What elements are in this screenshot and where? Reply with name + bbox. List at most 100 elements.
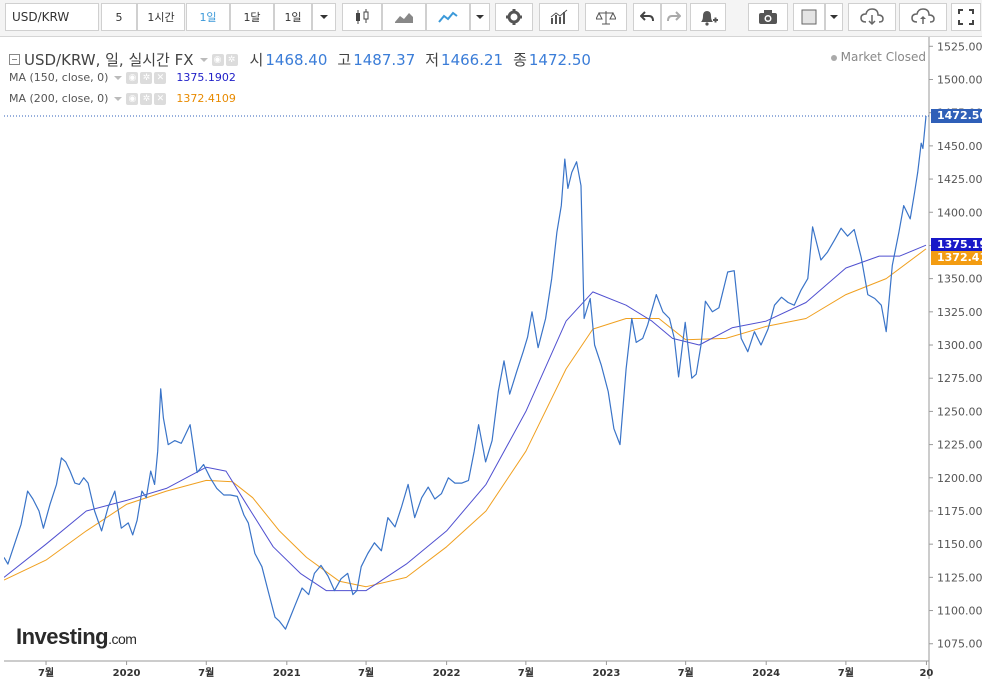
candlestick-chart-button[interactable] <box>342 3 382 31</box>
eye-icon[interactable]: ◉ <box>126 71 139 84</box>
scale-balance-icon <box>596 11 616 25</box>
chevron-down-icon <box>830 15 838 19</box>
compare-button[interactable] <box>585 3 627 31</box>
ma200-label: MA (200, close, 0) <box>9 92 109 105</box>
y-tick-label: 1150.00 <box>937 538 982 551</box>
y-tick-label: 1200.00 <box>937 472 982 485</box>
gear-icon[interactable]: ✲ <box>140 71 153 84</box>
x-tick-label: 7월 <box>838 667 854 679</box>
area-chart-icon <box>395 13 413 23</box>
close-icon[interactable]: ✕ <box>154 92 167 105</box>
y-tick-label: 1100.00 <box>937 605 982 618</box>
load-chart-button[interactable] <box>848 3 896 31</box>
x-tick-label: 2024 <box>752 668 780 679</box>
interval-1month-button[interactable]: 1달 <box>230 3 274 31</box>
area-chart-button[interactable] <box>382 3 426 31</box>
y-tick-label: 1525.00 <box>937 40 982 53</box>
chevron-down-icon[interactable] <box>199 57 208 62</box>
investing-logo: Investing.com <box>16 624 137 650</box>
low-value: 1466.21 <box>441 50 504 69</box>
market-status: Market Closed <box>830 50 926 64</box>
indicators-button[interactable] <box>539 3 579 31</box>
y-tick-label: 1425.00 <box>937 173 982 186</box>
y-tick-label: 1450.00 <box>937 140 982 153</box>
x-tick-label: 2020 <box>113 668 141 679</box>
main-series-legend: USD/KRW, 일, 실시간 FX ◉ ✲ 시 1468.40 고 1487.37… <box>9 49 591 70</box>
x-tick-label: 7월 <box>198 667 214 679</box>
indicators-icon <box>550 9 568 24</box>
price-line <box>4 115 927 630</box>
gear-icon[interactable]: ✲ <box>225 53 238 66</box>
open-label: 시 <box>249 51 264 69</box>
ma200-value: 1372.4109 <box>176 92 236 105</box>
gear-icon[interactable]: ✲ <box>140 92 153 105</box>
collapse-legend-icon[interactable] <box>9 54 20 65</box>
x-tick-label: 2022 <box>433 668 461 679</box>
fullscreen-icon <box>958 9 974 25</box>
y-tick-label: 1175.00 <box>937 505 982 518</box>
y-tick-label: 1350.00 <box>937 273 982 286</box>
interval-dropdown-button[interactable] <box>312 3 336 31</box>
line-chart-icon <box>438 11 458 23</box>
ma200-price-tag: 1372.41 <box>931 250 982 265</box>
ma150-price-tag: 1375.19 <box>931 238 982 253</box>
x-tick-label: 7월 <box>38 667 54 679</box>
undo-button[interactable] <box>633 3 661 31</box>
fullscreen-button[interactable] <box>951 3 981 31</box>
y-tick-label: 1075.00 <box>937 638 982 651</box>
eye-icon[interactable]: ◉ <box>126 92 139 105</box>
candlestick-icon <box>356 9 369 24</box>
screenshot-button[interactable] <box>748 3 788 31</box>
market-status-text: Market Closed <box>840 50 926 64</box>
price-chart[interactable]: 1525.001500.001475.001450.001425.001400.… <box>4 37 982 679</box>
line-chart-button[interactable] <box>426 3 470 31</box>
redo-icon <box>667 11 681 22</box>
chevron-down-icon <box>476 15 484 19</box>
close-icon[interactable]: ✕ <box>154 71 167 84</box>
symbol-input[interactable]: USD/KRW <box>5 3 99 31</box>
chart-area[interactable]: 1525.001500.001475.001450.001425.001400.… <box>4 37 982 679</box>
interval-1hour-button[interactable]: 1시간 <box>137 3 185 31</box>
x-tick-label: 7월 <box>358 667 374 679</box>
logo-brand: Investing <box>16 624 109 649</box>
open-value: 1468.40 <box>265 50 328 69</box>
settings-button[interactable] <box>495 3 533 31</box>
y-tick-label: 1250.00 <box>937 405 982 418</box>
y-tick-label: 1125.00 <box>937 571 982 584</box>
save-chart-button[interactable] <box>899 3 947 31</box>
y-tick-label: 1325.00 <box>937 306 982 319</box>
background-color-dropdown-button[interactable] <box>825 3 843 31</box>
y-tick-label: 1275.00 <box>937 372 982 385</box>
x-tick-label: 20 <box>919 668 933 679</box>
cloud-upload-icon <box>911 8 935 24</box>
color-swatch-icon <box>801 9 817 25</box>
redo-button[interactable] <box>661 3 687 31</box>
close-label: 종 <box>513 51 527 69</box>
chevron-down-icon[interactable] <box>114 75 123 80</box>
series-title: USD/KRW, 일, 실시간 FX <box>24 51 194 69</box>
ma150-label: MA (150, close, 0) <box>9 71 109 84</box>
y-tick-label: 1225.00 <box>937 439 982 452</box>
ma150-line <box>4 244 927 592</box>
ma200-legend: MA (200, close, 0) ◉ ✲ ✕ 1372.4109 <box>9 92 236 105</box>
chart-toolbar: USD/KRW 5 1시간 1일 1달 1일 <box>0 0 982 37</box>
status-dot-icon <box>830 54 837 61</box>
camera-icon <box>759 10 777 24</box>
background-color-button[interactable] <box>793 3 825 31</box>
add-alert-button[interactable] <box>690 3 726 31</box>
chevron-down-icon <box>320 15 328 19</box>
interval-custom-button[interactable]: 1일 <box>274 3 312 31</box>
chart-type-dropdown-button[interactable] <box>470 3 490 31</box>
y-tick-label: 1300.00 <box>937 339 982 352</box>
ma150-value: 1375.1902 <box>176 71 236 84</box>
eye-icon[interactable]: ◉ <box>211 53 224 66</box>
x-tick-label: 7월 <box>518 667 534 679</box>
cloud-download-icon <box>860 8 884 26</box>
chevron-down-icon[interactable] <box>114 96 123 101</box>
interval-1day-button[interactable]: 1일 <box>186 3 230 31</box>
high-value: 1487.37 <box>353 50 416 69</box>
ma200-line <box>4 248 927 588</box>
interval-5min-button[interactable]: 5 <box>101 3 137 31</box>
logo-suffix: .com <box>108 631 137 647</box>
last-price-tag: 1472.50 <box>931 108 982 123</box>
